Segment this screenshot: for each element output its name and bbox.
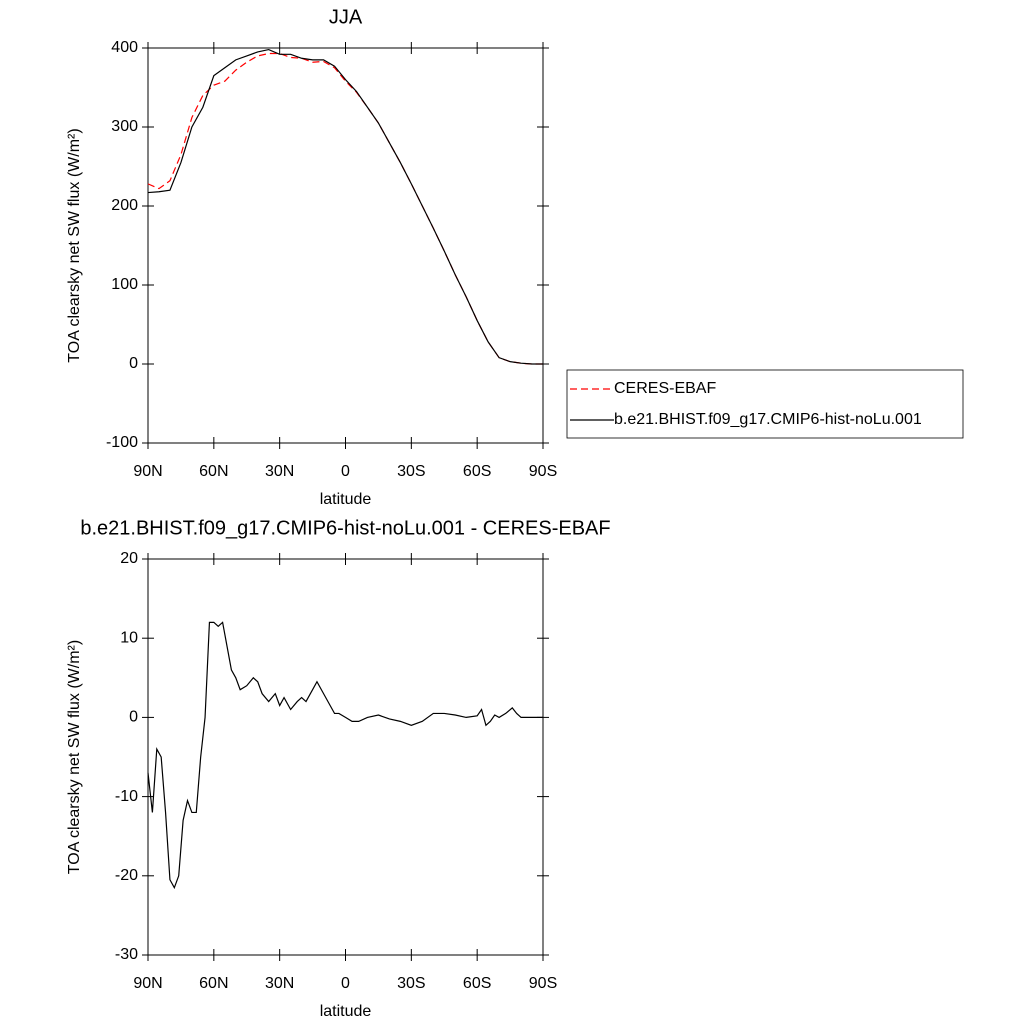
y-axis-label: TOA clearsky net SW flux (W/m²) [66,640,83,874]
x-tick-label: 60S [463,975,491,992]
x-tick-label: 60N [199,463,228,480]
y-tick-label: 200 [111,197,138,214]
y-tick-label: 100 [111,276,138,293]
y-tick-label: 10 [120,629,138,646]
series-line [147,621,543,890]
plot-frame [147,558,544,956]
y-tick-label: 20 [120,550,138,567]
x-tick-label: 90N [133,463,162,480]
x-tick-label: 90S [529,975,557,992]
legend-label: CERES-EBAF [614,380,716,397]
x-tick-label: 60S [463,463,491,480]
y-axis-label: TOA clearsky net SW flux (W/m²) [66,128,83,362]
x-tick-label: 0 [341,975,350,992]
legend-box [566,369,964,439]
y-tick-label: 400 [111,39,138,56]
chart-title: b.e21.BHIST.f09_g17.CMIP6-hist-noLu.001 … [80,517,610,539]
y-tick-label: 0 [129,355,138,372]
y-tick-label: -20 [115,867,138,884]
x-tick-label: 30N [265,463,294,480]
x-tick-label: 90S [529,463,557,480]
series-line [147,48,543,365]
chart-title: JJA [329,6,363,28]
plot-frame [147,47,544,444]
y-tick-label: -30 [115,946,138,963]
legend-label: b.e21.BHIST.f09_g17.CMIP6-hist-noLu.001 [614,411,922,428]
x-tick-label: 90N [133,975,162,992]
y-tick-label: -10 [115,788,138,805]
y-tick-label: 0 [129,709,138,726]
y-tick-label: -100 [106,434,138,451]
x-tick-label: 0 [341,463,350,480]
y-tick-label: 300 [111,118,138,135]
x-tick-label: 60N [199,975,228,992]
x-axis-label: latitude [320,1003,372,1020]
x-tick-label: 30S [397,463,425,480]
x-axis-label: latitude [320,491,372,508]
x-tick-label: 30N [265,975,294,992]
x-tick-label: 30S [397,975,425,992]
series-line [147,52,543,365]
